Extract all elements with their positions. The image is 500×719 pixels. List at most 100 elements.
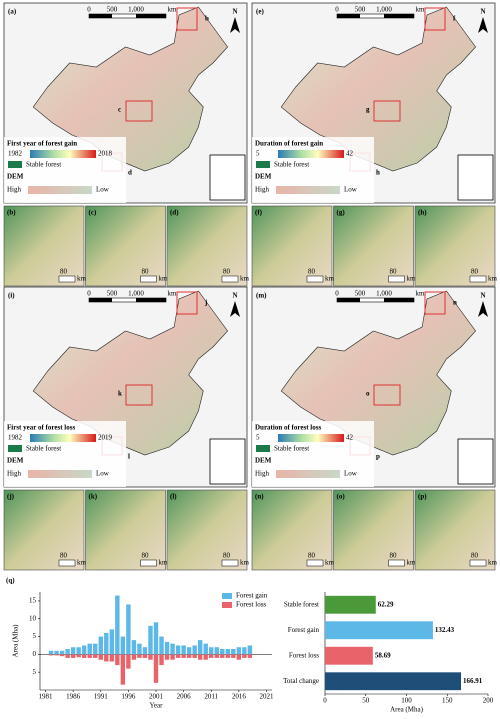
subpanel-scale-bar <box>221 559 239 567</box>
x-tick-label: 2011 <box>204 693 218 701</box>
north-label: N <box>232 8 237 16</box>
north-label: N <box>232 292 237 300</box>
bar <box>81 654 87 658</box>
bar <box>175 645 181 655</box>
legend-title: Duration of forest loss <box>255 424 321 432</box>
subpanel-scale: 80 <box>390 268 398 276</box>
bar <box>247 654 253 658</box>
panel-label: (a) <box>8 8 17 16</box>
subpanel <box>251 489 333 571</box>
subpanel-unit: km <box>77 559 87 567</box>
inset-label: j <box>204 299 207 307</box>
south-sea-inset <box>457 438 494 485</box>
bar <box>70 647 76 655</box>
south-sea-inset <box>457 154 494 201</box>
bar <box>59 650 65 655</box>
bar <box>164 654 170 660</box>
x-tick-label: 1991 <box>94 693 109 701</box>
subpanel-scale-bar <box>221 275 239 283</box>
inset-box <box>373 100 401 122</box>
bar <box>220 649 225 655</box>
subpanel <box>166 205 248 287</box>
inset-box <box>176 7 198 31</box>
value-label: 58.69 <box>375 651 391 659</box>
subpanel-unit: km <box>240 559 250 567</box>
bar <box>115 595 120 655</box>
inset-label: g <box>366 106 370 114</box>
legend-dem: DEM <box>7 457 24 465</box>
subpanel-scale: 80 <box>223 268 231 276</box>
category-label: Stable forest <box>284 600 319 608</box>
bar <box>48 654 54 656</box>
scale-label: 500 <box>355 290 366 298</box>
color-bar <box>30 150 96 158</box>
x-tick-label: 200 <box>483 697 494 705</box>
bar <box>209 654 214 658</box>
stable-swatch <box>256 161 270 168</box>
bar <box>170 654 175 660</box>
subpanel-scale: 80 <box>471 268 479 276</box>
subpanel-label: (n) <box>255 493 264 501</box>
value-label: 62.29 <box>378 600 394 608</box>
subpanel-scale: 80 <box>223 552 231 560</box>
bar <box>104 632 109 655</box>
subpanel-scale-bar <box>388 275 405 283</box>
scale-label: 0 <box>335 290 339 298</box>
dem-range: High <box>255 470 270 478</box>
scale-label: 0 <box>335 6 339 14</box>
bar <box>186 647 192 655</box>
bar <box>236 654 242 660</box>
bar <box>197 654 203 660</box>
y-tick-label: 5 <box>33 632 37 640</box>
bar <box>87 643 92 655</box>
legend-range: 42 <box>346 434 354 442</box>
y-axis-title: Area (Mha) <box>12 624 20 658</box>
subpanel-label: (g) <box>337 209 346 217</box>
subpanel <box>333 489 414 571</box>
dem-bar <box>276 186 340 194</box>
scale-bar-fill <box>89 14 112 18</box>
bar <box>225 649 231 655</box>
bar <box>131 640 137 655</box>
bar <box>93 643 98 655</box>
bar <box>70 654 76 658</box>
inset-label: k <box>118 390 122 398</box>
inset-box <box>373 384 401 406</box>
bar <box>65 649 70 655</box>
subpanel-unit: km <box>488 275 498 283</box>
dem-range: Low <box>96 186 110 194</box>
scale-label: 500 <box>355 6 366 14</box>
legend-range: 5 <box>256 150 260 158</box>
inset-label: n <box>453 299 457 307</box>
bar <box>54 650 59 655</box>
scale-bar-fill <box>337 14 360 18</box>
bar <box>159 654 164 666</box>
bar <box>137 654 142 658</box>
legend-range: 2019 <box>98 434 113 442</box>
bar <box>231 654 236 658</box>
subpanel-unit: km <box>159 275 169 283</box>
scale-label: 500 <box>107 290 118 298</box>
subpanel-label: (k) <box>89 493 98 501</box>
north-label: N <box>480 292 485 300</box>
subpanel <box>3 205 85 287</box>
x-axis-title: Year <box>150 702 164 710</box>
bar <box>87 654 92 658</box>
bar <box>98 636 103 655</box>
bar <box>214 647 219 655</box>
dem-range: Low <box>96 470 110 478</box>
bar <box>142 654 148 658</box>
bar <box>93 654 98 658</box>
bar <box>148 625 153 655</box>
subpanel-scale: 80 <box>308 552 316 560</box>
inset-label: o <box>366 390 370 398</box>
subpanel-label: (o) <box>337 493 346 501</box>
subpanel-scale: 80 <box>471 552 479 560</box>
subpanel-scale-bar <box>469 559 487 567</box>
bar <box>104 654 109 662</box>
subpanel-unit: km <box>407 275 417 283</box>
bar <box>153 654 159 683</box>
scale-label: km <box>168 6 178 14</box>
subpanel-unit: km <box>240 275 250 283</box>
dem-bar <box>276 470 340 478</box>
